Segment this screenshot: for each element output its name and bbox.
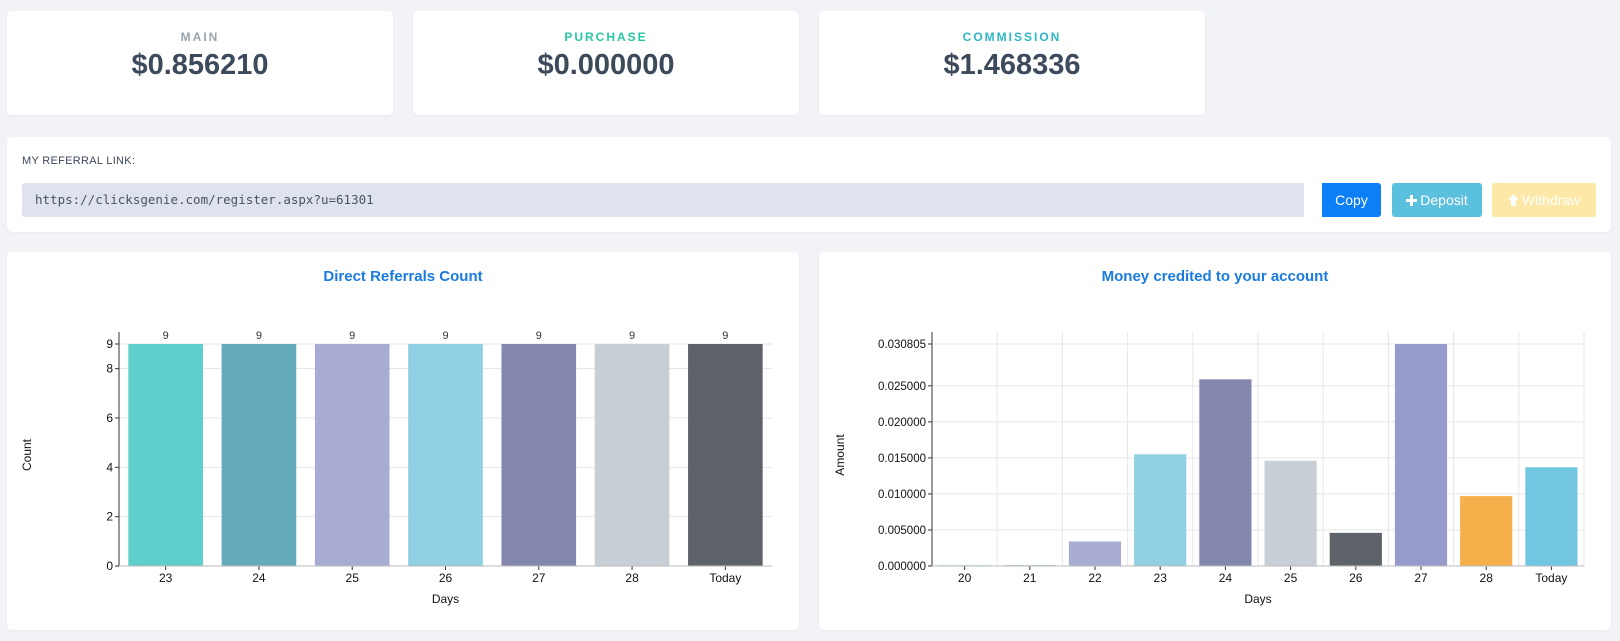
x-tick-label: 24 <box>1219 571 1233 585</box>
x-tick-label: Today <box>1535 571 1567 585</box>
x-tick-label: 24 <box>252 571 266 585</box>
deposit-button[interactable]: Deposit <box>1392 183 1482 217</box>
x-tick-label: 25 <box>1284 571 1298 585</box>
y-tick-label: 0.020000 <box>878 417 926 429</box>
withdraw-button[interactable]: Withdraw <box>1492 183 1596 217</box>
stat-card-purchase: PURCHASE $0.000000 <box>413 11 799 115</box>
y-tick-label: 2 <box>106 510 113 524</box>
bar <box>1460 496 1513 566</box>
y-tick-label: 0.015000 <box>878 453 926 465</box>
bar <box>1068 541 1122 566</box>
money-chart-card: Money credited to your account 0.000000 0… <box>819 252 1611 630</box>
bar <box>1264 460 1317 566</box>
stat-card-commission: COMMISSION $1.468336 <box>819 11 1205 115</box>
x-axis-title: Days <box>1244 592 1271 606</box>
referrals-chart-card: Direct Referrals Count 0 2 4 6 8 9 23 9 24 9 25 9 26… <box>7 252 799 630</box>
bar <box>221 344 297 566</box>
y-tick-label: 0.000000 <box>878 561 926 573</box>
data-label: 9 <box>722 330 728 342</box>
bar <box>1394 344 1448 566</box>
y-tick-label: 0.030805 <box>878 339 926 351</box>
stat-label: PURCHASE <box>564 30 648 44</box>
stat-value: $0.000000 <box>537 49 675 81</box>
y-tick-label: 4 <box>106 460 113 474</box>
referral-card: MY REFERRAL LINK: Copy Deposit Withdraw <box>7 137 1611 232</box>
y-tick-label: 9 <box>106 337 113 351</box>
copy-button-label: Copy <box>1335 192 1368 208</box>
copy-button[interactable]: Copy <box>1322 183 1381 217</box>
x-tick-label: 21 <box>1023 571 1037 585</box>
y-tick-label: 0.005000 <box>878 525 926 537</box>
bar <box>1329 532 1382 566</box>
withdraw-button-label: Withdraw <box>1521 192 1581 208</box>
bar <box>408 344 483 566</box>
bar <box>1199 379 1252 566</box>
data-label: 9 <box>536 330 542 342</box>
bar <box>688 344 763 566</box>
chart-title: Direct Referrals Count <box>323 268 483 285</box>
y-axis-title: Amount <box>833 434 847 476</box>
y-tick-label: 0.010000 <box>878 489 926 501</box>
x-tick-label: 26 <box>439 571 453 585</box>
data-label: 9 <box>256 330 262 342</box>
x-tick-label: 20 <box>958 571 972 585</box>
stat-label: COMMISSION <box>962 30 1062 44</box>
stat-value: $0.856210 <box>131 49 269 81</box>
data-label: 9 <box>349 330 355 342</box>
x-tick-label: 28 <box>1480 571 1494 585</box>
bar <box>314 344 390 566</box>
stat-value: $1.468336 <box>943 49 1081 81</box>
x-tick-label: 23 <box>159 571 173 585</box>
x-axis-title: Days <box>432 592 459 606</box>
y-tick-label: 6 <box>106 411 113 425</box>
y-tick-label: 0 <box>106 559 113 573</box>
x-tick-label: 22 <box>1088 571 1102 585</box>
bar <box>594 344 670 566</box>
x-tick-label: 23 <box>1154 571 1168 585</box>
deposit-button-label: Deposit <box>1420 192 1468 208</box>
x-tick-label: 28 <box>625 571 639 585</box>
y-axis-title: Count <box>20 438 34 471</box>
bar <box>1525 467 1578 566</box>
stat-label: MAIN <box>180 30 220 44</box>
bar <box>128 344 203 566</box>
y-tick-label: 0.025000 <box>878 381 926 393</box>
data-label: 9 <box>629 330 635 342</box>
bar <box>1134 454 1187 566</box>
x-tick-label: 25 <box>346 571 360 585</box>
referral-title: MY REFERRAL LINK: <box>22 155 136 167</box>
arrow-up-icon <box>1507 194 1519 206</box>
x-tick-label: 27 <box>1414 571 1428 585</box>
chart-title: Money credited to your account <box>1101 268 1329 285</box>
data-label: 9 <box>163 330 169 342</box>
referral-link-input[interactable] <box>22 183 1304 217</box>
plus-icon <box>1406 195 1418 206</box>
data-label: 9 <box>442 330 448 342</box>
x-tick-label: 27 <box>532 571 546 585</box>
stat-card-main: MAIN $0.856210 <box>7 11 393 115</box>
money-bar-chart: 0.000000 0.005000 0.010000 0.015000 0.020000… <box>833 332 1585 606</box>
x-tick-label: 26 <box>1349 571 1363 585</box>
bar <box>501 344 577 566</box>
x-tick-label: Today <box>709 571 741 585</box>
y-tick-label: 8 <box>106 362 113 376</box>
